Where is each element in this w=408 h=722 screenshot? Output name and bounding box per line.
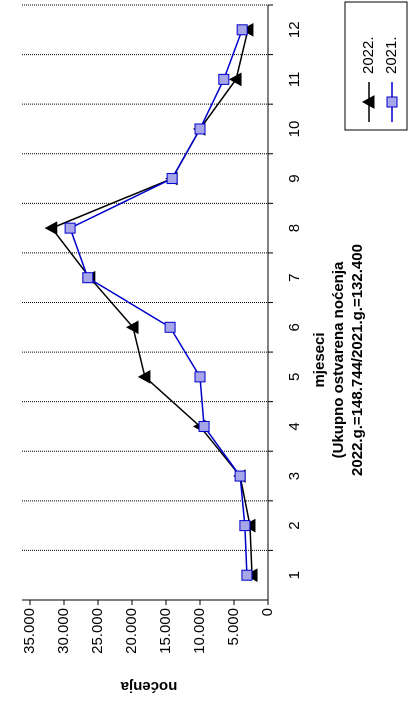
x-axis-title: (Ukupno ostvarena noćenja bbox=[330, 261, 347, 458]
x-tick-label: 6 bbox=[286, 323, 303, 331]
marker bbox=[194, 123, 206, 135]
marker bbox=[228, 72, 242, 87]
rotated-chart: 0 5.000 10.000 15.000 20.000 25.000 30.000 35.0… bbox=[21, 1, 408, 695]
marker bbox=[198, 420, 210, 432]
x-tick-label: 3 bbox=[286, 472, 303, 480]
y-axis-title: noćenja bbox=[120, 678, 177, 695]
x-axis-title: mjeseci bbox=[311, 332, 328, 387]
legend-label: 2022. bbox=[360, 36, 377, 74]
marker bbox=[386, 96, 398, 108]
y-tick-label: 35.000 bbox=[21, 608, 38, 654]
marker bbox=[125, 320, 139, 335]
x-tick-label: 2 bbox=[286, 521, 303, 529]
x-tick-label: 9 bbox=[286, 174, 303, 182]
marker bbox=[82, 272, 94, 284]
x-tick-label: 12 bbox=[286, 21, 303, 38]
marker bbox=[236, 24, 248, 36]
series-line bbox=[50, 29, 253, 576]
marker bbox=[218, 73, 230, 85]
marker bbox=[137, 370, 151, 384]
x-tick-label: 11 bbox=[286, 72, 303, 88]
y-tick-label: 0 bbox=[259, 608, 276, 616]
y-tick-label: 30.000 bbox=[55, 608, 72, 654]
y-tick-label: 20.000 bbox=[123, 608, 140, 654]
x-axis-title: 2022.g.=148.744/2021.g.=132.400 bbox=[349, 244, 366, 476]
marker bbox=[64, 222, 76, 234]
marker bbox=[241, 569, 253, 581]
marker bbox=[166, 173, 178, 185]
x-tick-label: 1 bbox=[286, 571, 303, 579]
marker bbox=[234, 470, 246, 482]
x-tick-label: 4 bbox=[286, 422, 303, 430]
marker bbox=[239, 520, 251, 532]
x-tick-label: 7 bbox=[286, 274, 303, 282]
y-tick-label: 5.000 bbox=[225, 608, 242, 646]
marker bbox=[164, 321, 176, 333]
y-tick-label: 25.000 bbox=[89, 608, 106, 654]
marker bbox=[361, 95, 375, 109]
marker bbox=[44, 221, 58, 235]
series-line bbox=[69, 29, 248, 576]
y-tick-label: 15.000 bbox=[157, 608, 174, 654]
marker bbox=[194, 371, 206, 383]
x-tick-label: 10 bbox=[286, 121, 303, 138]
x-tick-label: 8 bbox=[286, 224, 303, 232]
y-tick-label: 10.000 bbox=[191, 608, 208, 654]
x-tick-label: 5 bbox=[286, 373, 303, 381]
legend-label: 2021. bbox=[383, 36, 400, 74]
